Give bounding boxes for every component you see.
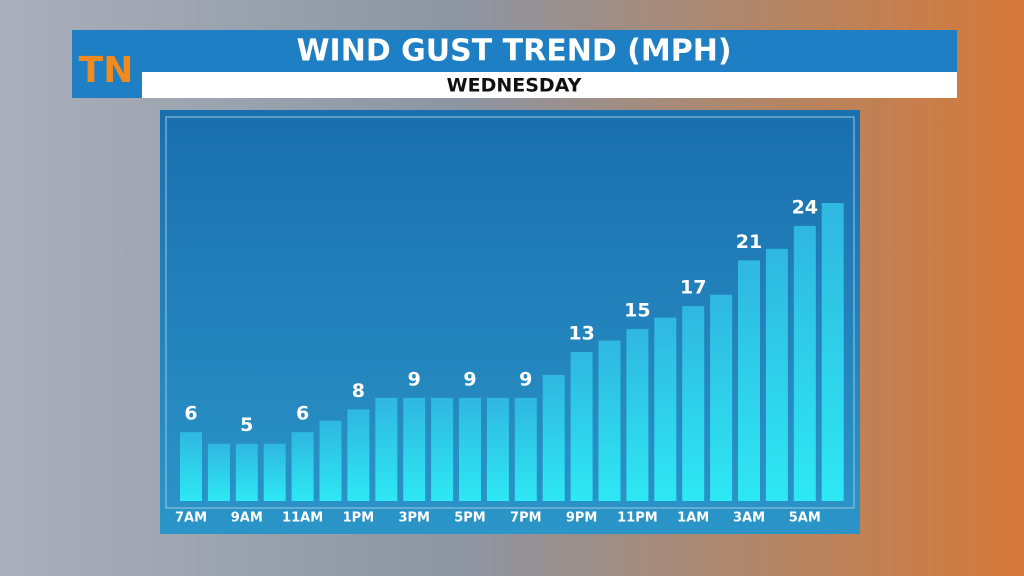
value-label: 5: [240, 414, 253, 436]
title-band: [72, 30, 957, 72]
value-label: 17: [680, 277, 706, 299]
bar: [486, 397, 509, 501]
bar: [765, 248, 788, 501]
value-label: 15: [624, 300, 650, 322]
chart-subtitle: WEDNESDAY: [447, 75, 582, 97]
value-label: 9: [519, 368, 532, 390]
x-tick-label: 5PM: [454, 511, 486, 526]
bar: [821, 203, 844, 501]
bar: [291, 432, 314, 501]
x-tick-label: 5AM: [789, 511, 821, 526]
bar: [793, 225, 816, 501]
value-label: 13: [568, 323, 594, 345]
value-label: 6: [184, 403, 197, 425]
x-tick-label: 7AM: [175, 511, 207, 526]
bar: [207, 443, 230, 501]
bar: [263, 443, 286, 501]
x-tick-label: 9PM: [566, 511, 598, 526]
x-tick-label: 3PM: [398, 511, 430, 526]
bar: [598, 340, 621, 501]
x-tick-label: 7PM: [510, 511, 542, 526]
x-tick-label: 3AM: [733, 511, 765, 526]
x-tick-label: 1PM: [343, 511, 375, 526]
logo-box: [72, 30, 142, 98]
value-label: 24: [792, 196, 818, 218]
value-label: 6: [296, 403, 309, 425]
subtitle-band: [140, 72, 957, 98]
bar: [375, 397, 398, 501]
x-tick-label: 11AM: [282, 511, 323, 526]
bar: [570, 352, 593, 501]
bar: [514, 397, 537, 501]
bar: [235, 443, 258, 501]
value-label: 9: [463, 368, 476, 390]
bar: [542, 374, 565, 501]
bar: [319, 420, 342, 501]
chart-title: WIND GUST TREND (MPH): [296, 34, 731, 69]
bar: [710, 294, 733, 501]
bar: [347, 409, 370, 501]
bar: [431, 397, 454, 501]
x-tick-label: 1AM: [677, 511, 709, 526]
bar: [626, 329, 649, 501]
x-tick-label: 9AM: [231, 511, 263, 526]
bar: [459, 397, 481, 501]
value-label: 8: [352, 380, 365, 402]
bar: [738, 260, 760, 501]
bar: [403, 397, 426, 501]
plot-frame: [165, 116, 855, 509]
value-label: 21: [736, 231, 762, 253]
x-tick-label: 11PM: [617, 511, 658, 526]
bar: [180, 432, 202, 501]
value-label: 9: [408, 368, 421, 390]
bar: [682, 306, 705, 501]
bar: [654, 317, 677, 501]
logo: TN: [79, 50, 134, 91]
